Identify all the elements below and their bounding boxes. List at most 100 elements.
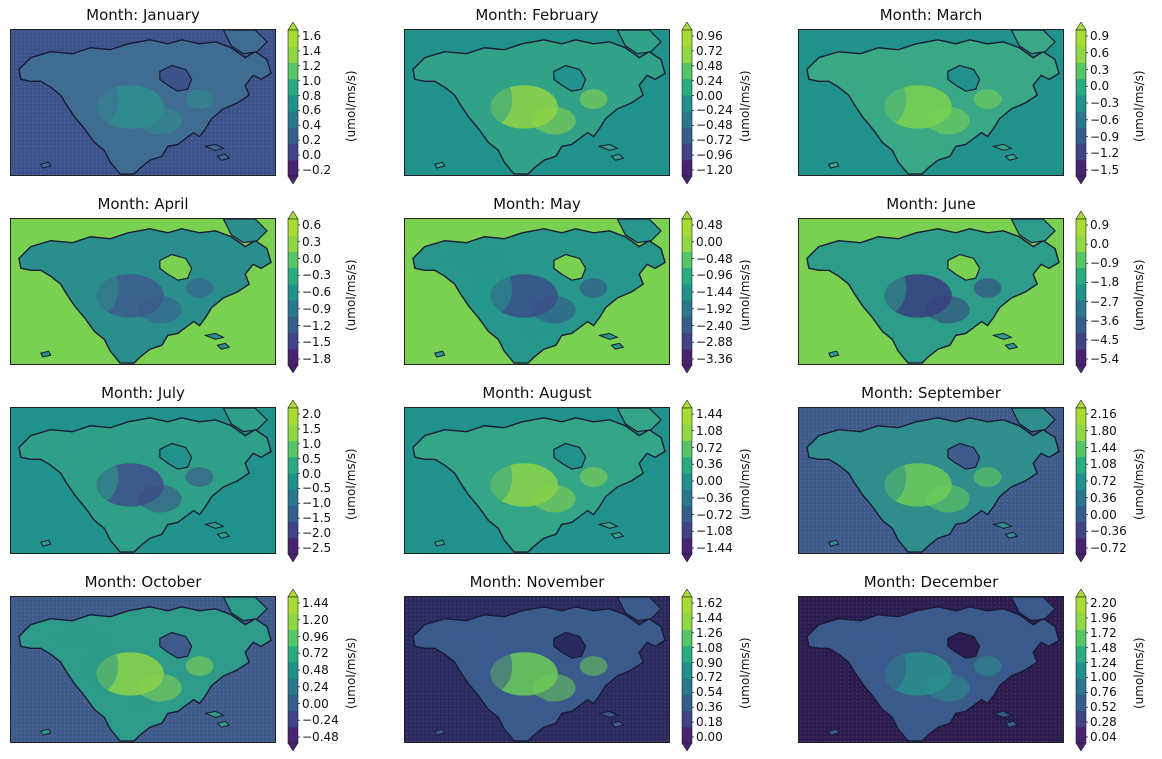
colorbar-segment [1076, 597, 1086, 614]
colorbar-segment [1076, 678, 1086, 695]
island [434, 350, 446, 358]
contour-region [870, 640, 907, 692]
map-plot [798, 407, 1064, 554]
island [1004, 531, 1019, 539]
colorbar-segment [682, 143, 692, 161]
greenland [222, 30, 268, 55]
colorbar-extend-min [1075, 553, 1087, 562]
island [991, 143, 1013, 151]
colorbar-tick-label: 1.44 [1090, 440, 1117, 455]
colorbar-svg [287, 589, 300, 751]
colorbar-segment [682, 424, 692, 441]
contour-region [185, 89, 214, 109]
colorbar-extend-max [681, 589, 693, 598]
island [991, 521, 1013, 529]
colorbar-segment [1076, 408, 1086, 425]
colorbar-tick-label: 0.36 [696, 457, 723, 472]
colorbar-segment [682, 629, 692, 647]
colorbar: 0.48 0.00 −0.48 −0.96 −1.44 −1.92 −2.40 −2.88 −3… [680, 211, 760, 373]
map-panel: Month: December 2.20 1.96 1.72 1.48 1.24 1.00 0… [788, 567, 1162, 755]
panel-title: Month: August [482, 384, 592, 402]
map-svg [11, 219, 275, 364]
colorbar-segment [288, 472, 298, 490]
colorbar-segment [288, 710, 298, 728]
map-plot [10, 596, 276, 743]
colorbar-tick-label: 2.16 [1090, 407, 1117, 421]
colorbar-svg [1075, 400, 1088, 562]
colorbar-segment [1076, 267, 1086, 285]
colorbar-segment [682, 283, 692, 301]
colorbar-tick-label: 1.0 [302, 436, 322, 451]
colorbar-segment [682, 505, 692, 523]
colorbar-segment [1076, 505, 1086, 523]
contour-region [973, 656, 1002, 676]
contour-region [838, 248, 899, 269]
contour-region [138, 673, 182, 702]
colorbar-extend-max [287, 589, 299, 598]
colorbar-segment [1076, 613, 1086, 630]
colorbar-tick-label: −0.48 [696, 118, 733, 133]
greenland [616, 408, 662, 433]
colorbar-tick-label: −1.44 [696, 541, 733, 555]
colorbar-segment [1076, 694, 1086, 712]
colorbar-segment [288, 159, 298, 177]
island [597, 332, 619, 340]
colorbar-segment [1076, 111, 1086, 128]
island [434, 161, 446, 169]
contour-region [914, 506, 942, 527]
contour-region [185, 278, 214, 298]
contour-region [185, 656, 214, 676]
colorbar-extend-min [287, 175, 299, 184]
colorbar-tick-label: 1.26 [696, 625, 723, 640]
map-svg [799, 219, 1063, 364]
island [610, 531, 625, 539]
colorbar-segment [1076, 629, 1086, 647]
colorbar-tick-label: 0.0 [302, 148, 322, 163]
colorbar-segment [1076, 283, 1086, 301]
colorbar-tick-label: 1.08 [696, 423, 723, 438]
colorbar-tick-label: 0.0 [302, 251, 322, 266]
colorbar-tick-label: 1.08 [696, 640, 723, 655]
contour-region [82, 262, 119, 314]
colorbar-label: (umol/ms/s) [738, 259, 752, 331]
map-panel: Month: June 0.9 0.0 −0.9 −1.8 −2.7 −3.6 −4.5 −5.… [788, 189, 1162, 377]
colorbar-segment [1076, 472, 1086, 490]
colorbar-segment [682, 348, 692, 366]
colorbar-segment [682, 678, 692, 695]
colorbar-tick-label: 0.36 [696, 700, 723, 715]
colorbar-segment [682, 316, 692, 334]
colorbar-label: (umol/ms/s) [1132, 259, 1146, 331]
map-svg [405, 408, 669, 553]
contour-region [532, 673, 576, 702]
map-panel: Month: August 1.44 1.08 0.72 0.36 0.00 −0.36 −0… [394, 378, 774, 566]
colorbar-tick-label: −0.96 [696, 268, 733, 283]
island [434, 728, 446, 736]
colorbar-svg [681, 211, 694, 373]
colorbar-tick-label: 1.44 [696, 407, 723, 421]
colorbar-tick-label: 0.6 [1090, 45, 1110, 60]
contour-region [444, 437, 505, 458]
colorbar-segment [1076, 94, 1086, 112]
colorbar-segment [682, 597, 692, 614]
colorbar-segment [682, 537, 692, 555]
contour-region [579, 278, 608, 298]
colorbar-label: (umol/ms/s) [344, 637, 358, 709]
colorbar-tick-label: 0.0 [1090, 79, 1110, 94]
colorbar-segment [288, 537, 298, 555]
colorbar-extend-max [287, 211, 299, 220]
colorbar-svg [287, 400, 300, 562]
colorbar-tick-label: 0.72 [696, 440, 723, 455]
island [610, 342, 625, 350]
contour-region [532, 106, 576, 135]
colorbar-segment [682, 456, 692, 474]
colorbar-segment [288, 127, 298, 145]
colorbar-extend-min [681, 742, 693, 751]
colorbar-segment [1076, 424, 1086, 441]
contour-region [973, 278, 1002, 298]
colorbar-label: (umol/ms/s) [344, 70, 358, 142]
contour-region [914, 128, 942, 149]
greenland [616, 597, 662, 622]
map-plot [10, 218, 276, 365]
colorbar-tick-label: −0.6 [1090, 112, 1120, 127]
colorbar-tick-label: 1.20 [302, 612, 329, 627]
